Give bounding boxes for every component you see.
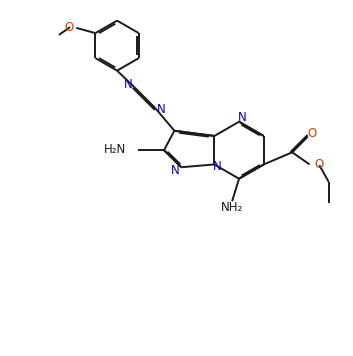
Text: N: N [171,163,180,177]
Text: H₂N: H₂N [103,143,126,156]
Text: N: N [124,78,133,91]
Text: O: O [65,21,74,34]
Text: N: N [157,103,166,116]
Text: O: O [315,158,324,171]
Text: N: N [213,160,221,173]
Text: O: O [307,127,317,140]
Text: NH₂: NH₂ [221,201,243,214]
Text: N: N [238,111,247,124]
